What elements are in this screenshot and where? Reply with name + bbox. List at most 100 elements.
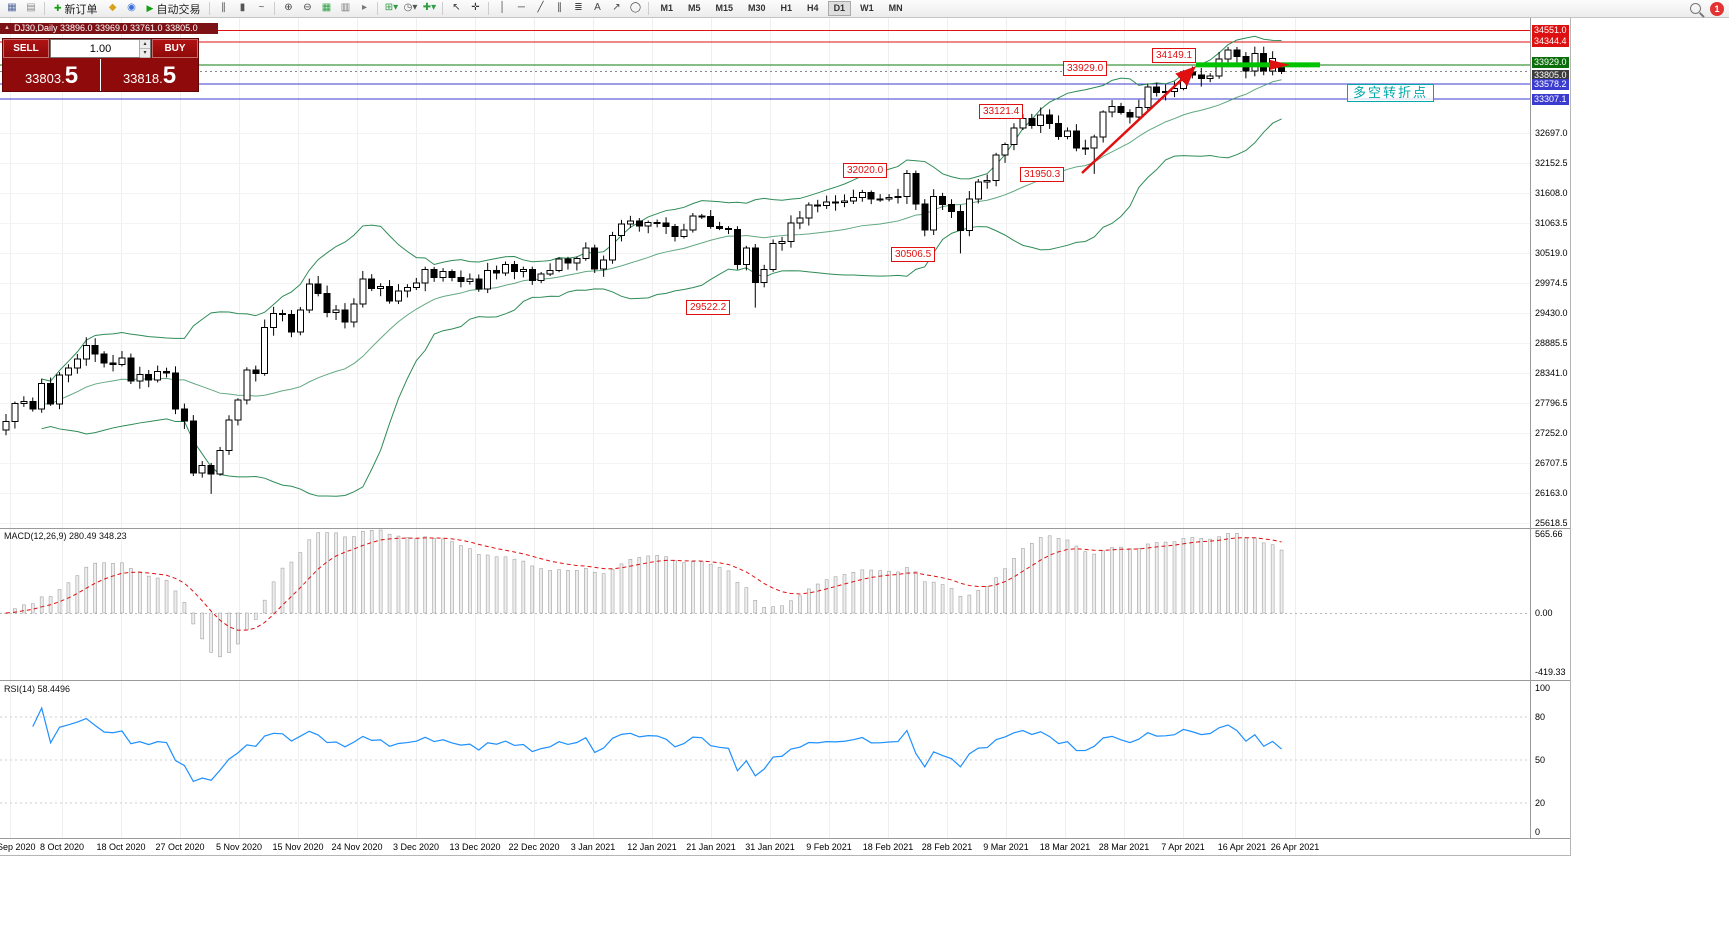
notification-badge[interactable]: 1 — [1710, 1, 1724, 16]
timeframe-m5[interactable]: M5 — [687, 3, 701, 13]
autotrading-button[interactable]: ▶ 自动交易 — [142, 1, 206, 16]
shapes-icon[interactable]: ◯ — [629, 2, 642, 13]
bollinger-lower — [41, 118, 1282, 497]
rsi-axis-tick: 80 — [1535, 711, 1546, 722]
candlestick-series — [2, 46, 1286, 494]
crosshair-icon[interactable]: ✛ — [471, 2, 480, 13]
alerts-icon[interactable]: ◆ — [108, 2, 117, 13]
zoom-in-icon[interactable]: ⊕ — [284, 2, 293, 13]
rsi-panel-separator[interactable] — [0, 680, 1570, 681]
tile-windows-icon[interactable]: ▦ — [321, 2, 332, 13]
price-axis-tick: 28885.5 — [1535, 337, 1568, 348]
price-level-label: 34344.4 — [1532, 36, 1569, 48]
chart-drawings — [1081, 59, 1320, 174]
toolbar-separator — [442, 2, 444, 15]
toolbar-separator — [209, 2, 211, 15]
sell-button[interactable]: SELL — [3, 39, 49, 58]
toolbar-separator — [648, 2, 650, 15]
vertical-line-icon[interactable]: │ — [499, 2, 506, 13]
new-order-button-label: 新订单 — [64, 3, 98, 16]
arrows-icon[interactable]: ↗ — [612, 2, 621, 13]
market-watch-icon[interactable]: ◉ — [127, 2, 136, 13]
new-order-button[interactable]: ✚ 新订单 — [49, 1, 103, 16]
chart-profiles-icon[interactable]: ▤ — [26, 2, 36, 13]
buy-button[interactable]: BUY — [152, 39, 198, 58]
new-chart-icon[interactable]: ⊞▾ — [384, 2, 399, 13]
auto-arrange-icon[interactable]: ▥ — [340, 2, 351, 13]
indicators-icon[interactable]: ✚▾ — [422, 2, 437, 13]
timeframe-m30[interactable]: M30 — [748, 3, 766, 13]
buy-price[interactable]: 33818. 5 — [101, 59, 198, 91]
one-click-trading-panel: SELL 1.00 ▴ ▾ BUY 33803. 5 33818. 5 — [2, 38, 199, 92]
timeframe-h1[interactable]: H1 — [780, 3, 793, 13]
price-axis-tick: 32152.5 — [1535, 157, 1568, 168]
time-axis-label: 27 Oct 2020 — [155, 842, 205, 852]
time-axis-label: 3 Jan 2021 — [570, 842, 616, 852]
time-axis-label: 24 Nov 2020 — [331, 842, 383, 852]
time-axis-label: 18 Feb 2021 — [862, 842, 914, 852]
channel-icon[interactable]: ∥ — [556, 2, 562, 13]
price-level-label: 33578.2 — [1532, 78, 1569, 90]
toolbar-separator — [377, 2, 379, 15]
chart-ohlc-title: DJ30,Daily 33896.0 33969.0 33761.0 33805… — [13, 23, 198, 33]
autotrading-button-label: 自动交易 — [156, 3, 201, 16]
zoom-out-icon[interactable]: ⊖ — [303, 2, 312, 13]
text-icon[interactable]: A — [594, 2, 601, 13]
cursor-icon[interactable]: ↖ — [452, 2, 461, 13]
price-axis[interactable]: 32697.0 32152.5 31608.0 31063.5 30519.0 29974… — [1530, 18, 1570, 838]
chart-window-icon[interactable]: ▦ — [7, 2, 17, 13]
horizontal-line-icon[interactable]: ─ — [517, 2, 526, 13]
time-axis-label: 26 Apr 2021 — [1270, 842, 1320, 852]
fibonacci-icon[interactable]: ≣ — [574, 2, 583, 13]
volume-down-icon[interactable]: ▾ — [140, 49, 150, 58]
timeframe-w1[interactable]: W1 — [860, 3, 874, 13]
time-axis-label: 28 Mar 2021 — [1098, 842, 1150, 852]
timeframe-d1[interactable]: D1 — [827, 1, 852, 16]
time-axis-label: 18 Mar 2021 — [1039, 842, 1091, 852]
trendline-icon[interactable]: ╱ — [537, 2, 544, 13]
rsi-indicator — [0, 706, 1530, 804]
rsi-axis-tick: 0 — [1535, 827, 1541, 837]
timeframe-m1[interactable]: M1 — [660, 3, 673, 13]
rsi-axis-tick: 20 — [1535, 798, 1546, 809]
timeframe-h4[interactable]: H4 — [807, 3, 819, 13]
chart-window: ▲ DJ30,Daily 33896.0 33969.0 33761.0 338… — [0, 18, 1571, 856]
volume-spinner[interactable]: ▴ ▾ — [139, 40, 150, 58]
grid — [0, 18, 1530, 838]
toolbar-separator — [488, 2, 490, 15]
volume-up-icon[interactable]: ▴ — [140, 40, 150, 49]
time-axis-label: 9 Feb 2021 — [806, 842, 852, 852]
timeframe-mn[interactable]: MN — [888, 3, 903, 13]
price-level-label: 33805.0 — [1532, 70, 1569, 82]
price-level-label: 33307.1 — [1532, 93, 1569, 105]
volume-value[interactable]: 1.00 — [89, 42, 112, 55]
price-direction-arrow — [1270, 59, 1290, 70]
sell-price[interactable]: 33803. 5 — [3, 59, 100, 91]
collapse-triangle-icon[interactable]: ▲ — [4, 25, 10, 31]
candlestick-type-icon[interactable]: ▮ — [239, 2, 246, 13]
autotrading-button-icon: ▶ — [146, 3, 154, 13]
price-chart-canvas[interactable] — [0, 18, 1530, 838]
time-axis-label: 22 Dec 2020 — [508, 842, 560, 852]
sell-price-big: 5 — [64, 62, 79, 89]
price-axis-tick: 29974.5 — [1535, 277, 1568, 288]
price-axis-tick: 31063.5 — [1535, 217, 1568, 228]
search-icon[interactable] — [1690, 3, 1701, 14]
timeframe-m15[interactable]: M15 — [715, 3, 734, 13]
time-axis-label: 5 Nov 2020 — [215, 842, 263, 852]
macd-panel-separator[interactable] — [0, 528, 1570, 529]
bollinger-middle — [41, 79, 1282, 405]
line-chart-type-icon[interactable]: ~ — [258, 2, 265, 13]
macd-label: MACD(12,26,9) 280.49 348.23 — [4, 531, 127, 541]
rsi-axis-tick: 50 — [1535, 755, 1546, 765]
time-axis-label: 15 Nov 2020 — [272, 842, 324, 852]
horizontal-level-lines — [0, 30, 1530, 100]
volume-input[interactable]: 1.00 ▴ ▾ — [50, 39, 151, 58]
period-clock-icon[interactable]: ◷▾ — [403, 2, 418, 13]
time-axis-label: 8 Oct 2020 — [39, 842, 85, 852]
price-axis-tick: 30519.0 — [1535, 247, 1568, 258]
bar-chart-type-icon[interactable]: ∥ — [220, 2, 226, 13]
chart-shift-icon[interactable]: ▸ — [361, 2, 367, 13]
